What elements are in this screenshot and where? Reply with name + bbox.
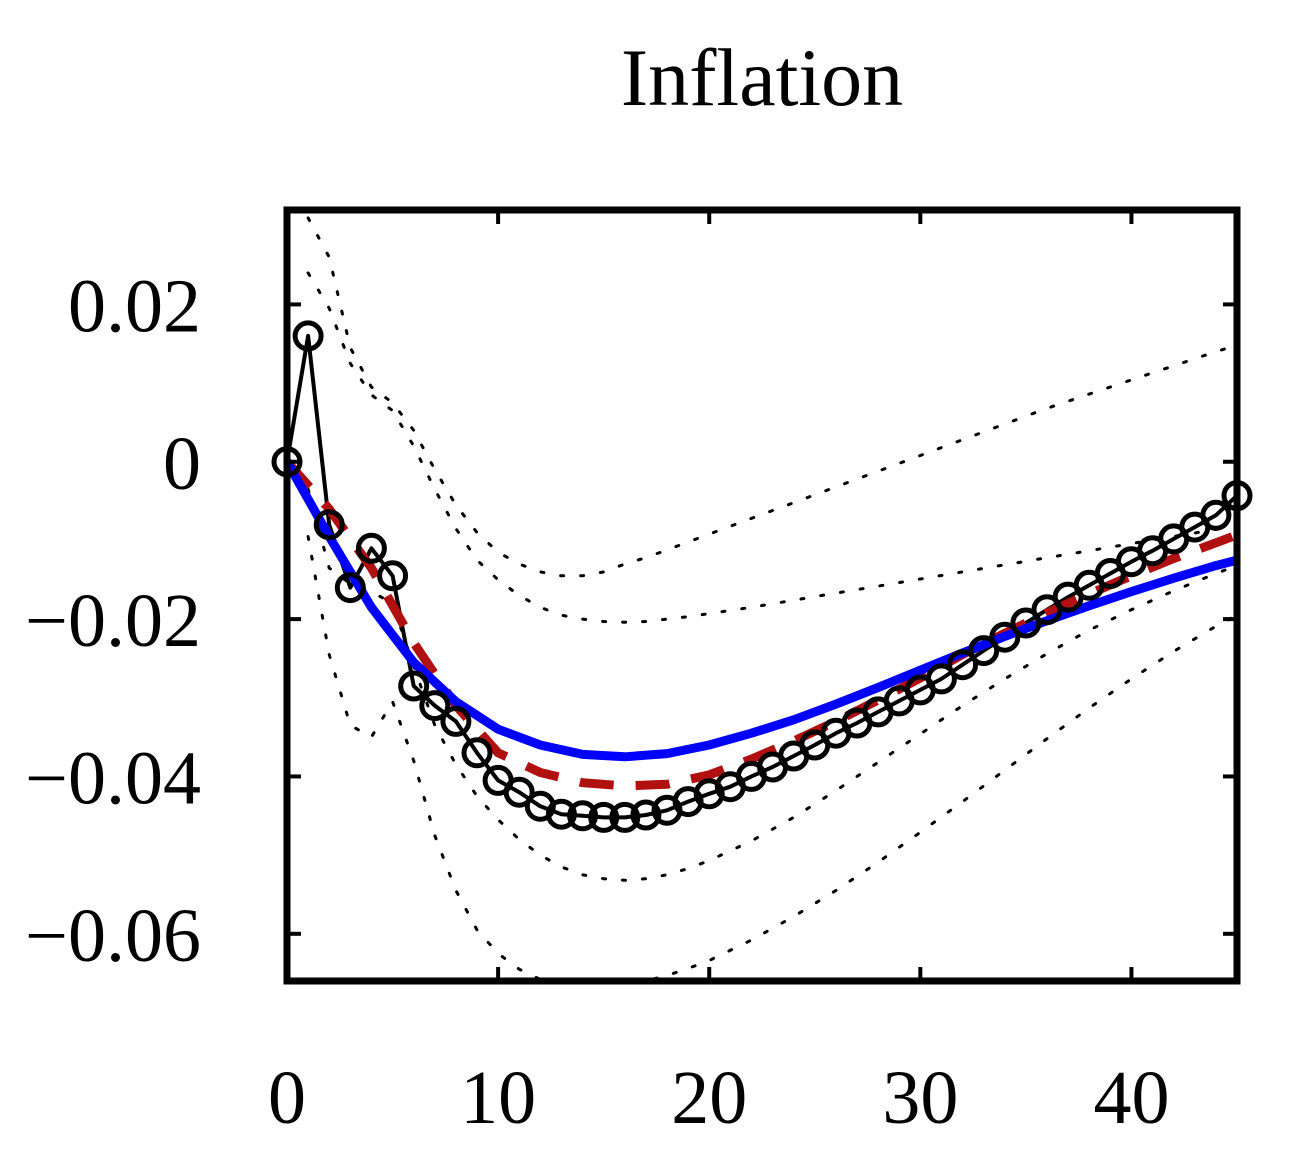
data-point-marker [588, 801, 620, 833]
y-tick-label: −0.06 [25, 894, 201, 978]
data-point-marker [1200, 499, 1232, 531]
data-markers [271, 320, 1253, 833]
confidence-bands [306, 216, 1237, 981]
data-point-marker [630, 799, 662, 831]
data-point-marker [419, 690, 451, 722]
data-point-marker [609, 801, 641, 833]
data-point-marker [355, 532, 387, 564]
x-tick-label: 0 [268, 1056, 306, 1140]
data-point-marker [440, 705, 472, 737]
x-axis-tick-labels: 0 10 20 30 40 [268, 1056, 1169, 1140]
data-point-marker [334, 572, 366, 604]
data-point-marker [461, 737, 493, 769]
axis-ticks [285, 210, 1237, 981]
y-tick-label: −0.04 [25, 736, 201, 820]
data-point-marker [292, 320, 324, 352]
x-tick-label: 30 [882, 1056, 958, 1140]
data-point-marker [567, 800, 599, 832]
confidence-band-line-1 [306, 216, 1237, 578]
y-tick-label: 0.02 [68, 264, 201, 348]
data-point-marker [968, 635, 1000, 667]
data-point-marker [989, 621, 1021, 653]
data-series-line [287, 333, 1237, 820]
data-point-marker [947, 649, 979, 681]
blue-series-line [287, 457, 1237, 762]
data-point-marker [1010, 607, 1042, 639]
y-tick-label: −0.02 [25, 579, 201, 663]
data-point-marker [313, 509, 345, 541]
data-point-marker [925, 663, 957, 695]
y-axis-tick-labels: −0.06 −0.04 −0.02 0 0.02 [25, 264, 201, 977]
data-point-marker [398, 670, 430, 702]
data-point-marker [377, 560, 409, 592]
x-tick-label: 20 [671, 1056, 747, 1140]
confidence-band-line-3 [306, 487, 1237, 882]
x-tick-label: 40 [1093, 1056, 1169, 1140]
y-tick-label: 0 [163, 422, 201, 506]
confidence-band-line-2 [306, 271, 1237, 624]
series-lines [287, 333, 1237, 820]
x-tick-label: 10 [460, 1056, 536, 1140]
data-point-marker [545, 798, 577, 830]
chart-title: Inflation [621, 32, 903, 123]
plot-frame [283, 206, 1241, 985]
red-dashed-series-line [287, 458, 1237, 791]
data-point-marker [503, 776, 535, 808]
